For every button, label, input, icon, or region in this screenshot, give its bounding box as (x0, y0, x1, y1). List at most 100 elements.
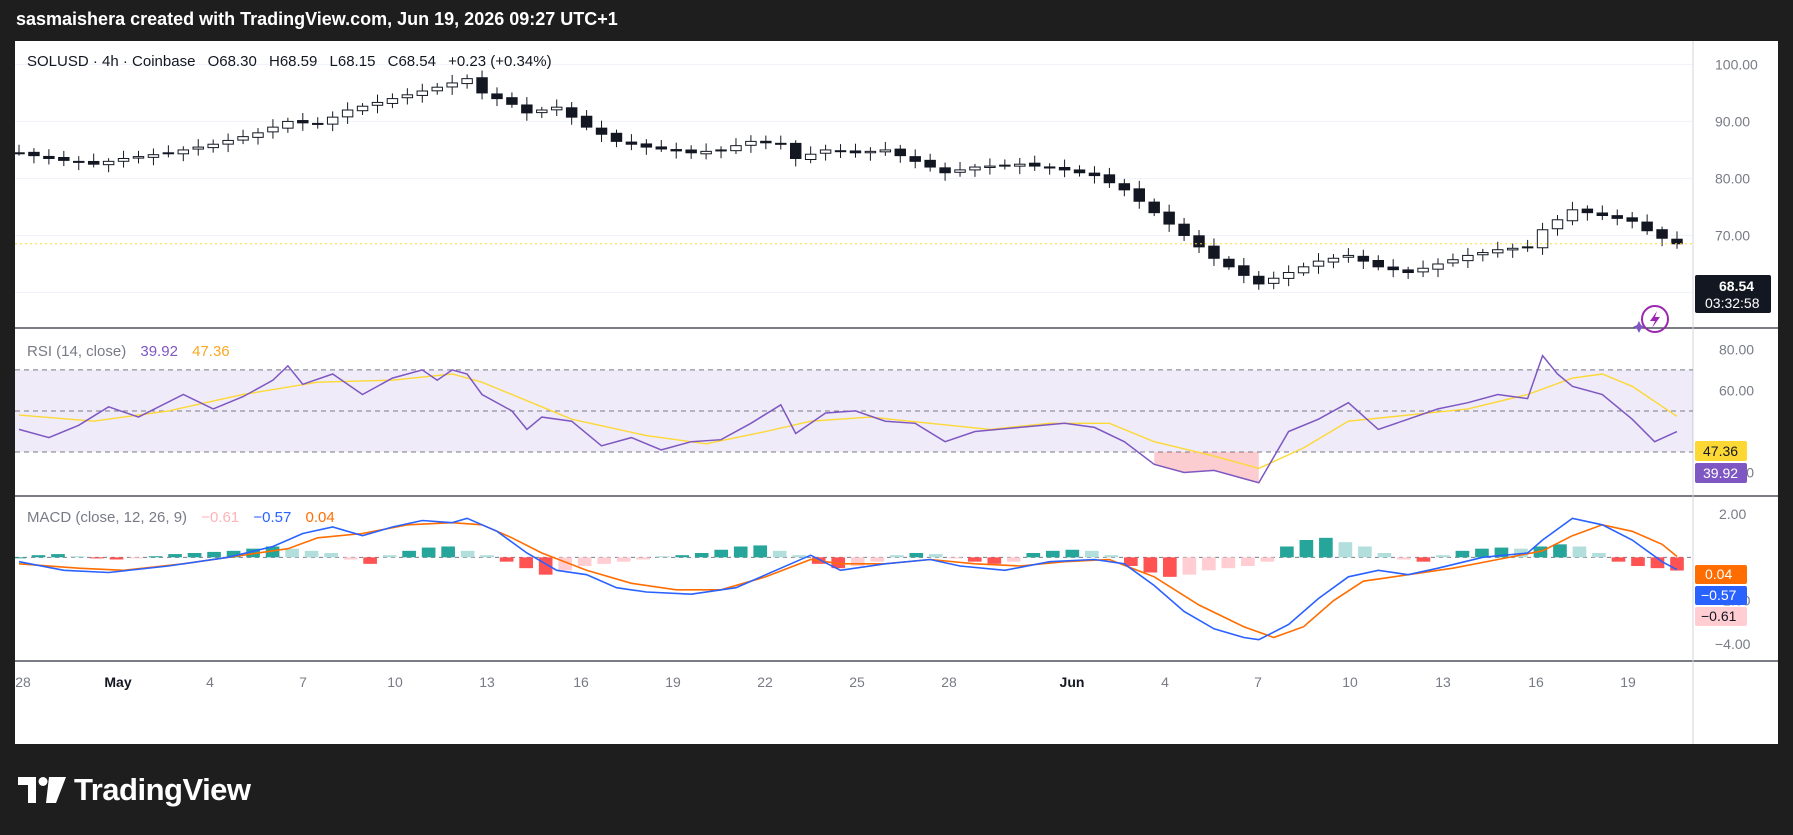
candle-body[interactable] (1148, 201, 1160, 214)
candle-body[interactable] (655, 146, 668, 150)
macd-histogram-bar[interactable] (948, 557, 963, 559)
macd-histogram-bar[interactable] (1377, 553, 1392, 558)
macd-histogram-bar[interactable] (382, 555, 397, 558)
time-tick-label[interactable]: Jun (1060, 674, 1085, 690)
candle-body[interactable] (326, 116, 339, 125)
macd-histogram-bar[interactable] (870, 557, 885, 562)
candle-body[interactable] (73, 160, 85, 163)
candle-body[interactable] (879, 149, 892, 153)
macd-histogram-bar[interactable] (343, 557, 358, 560)
candle-body[interactable] (431, 86, 443, 92)
macd-histogram-bar[interactable] (1338, 542, 1353, 558)
candle-body[interactable] (1372, 260, 1384, 268)
candle-body[interactable] (1432, 263, 1444, 270)
candle-body[interactable] (1656, 229, 1668, 239)
macd-histogram-bar[interactable] (1202, 557, 1216, 571)
candle-body[interactable] (1208, 245, 1220, 259)
macd-histogram-bar[interactable] (168, 554, 182, 558)
candle-body[interactable] (1492, 249, 1504, 254)
time-tick-label[interactable]: 13 (1435, 674, 1451, 690)
candle-body[interactable] (1073, 169, 1086, 174)
candle-body[interactable] (267, 126, 279, 133)
macd-histogram-bar[interactable] (402, 550, 416, 558)
candle-body[interactable] (1312, 260, 1325, 267)
time-axis-labels[interactable]: 28 May 4 7 10 13 16 19 22 25 28 Jun 4 7 10 13 16 19 (15, 674, 1636, 690)
macd-histogram-bar[interactable] (1592, 553, 1606, 558)
rsi-line[interactable] (18, 354, 1678, 484)
macd-histogram-bar[interactable] (1670, 557, 1684, 571)
macd-histogram-bar[interactable] (577, 557, 592, 566)
macd-histogram-bar[interactable] (850, 557, 865, 566)
macd-histogram-bar[interactable] (148, 556, 163, 558)
macd-histogram-bar[interactable] (324, 553, 338, 558)
candlestick-series[interactable] (13, 70, 1683, 290)
candle-body[interactable] (640, 143, 653, 148)
price-tick-label[interactable]: 80.00 (1715, 170, 1750, 186)
macd-histogram-bar[interactable] (714, 549, 729, 558)
last-price-badge[interactable]: 68.54 03:32:58 (1695, 275, 1771, 313)
macd-histogram-bar[interactable] (1026, 553, 1041, 558)
candle-body[interactable] (461, 78, 473, 85)
candle-body[interactable] (222, 139, 234, 145)
time-tick-label[interactable]: 28 (941, 674, 957, 690)
rsi-tick-label[interactable]: 60.00 (1719, 382, 1754, 398)
macd-histogram-bar[interactable] (1436, 555, 1450, 558)
macd-histogram-bar[interactable] (733, 546, 748, 558)
candle-body[interactable] (416, 90, 429, 96)
candle-body[interactable] (1477, 252, 1489, 256)
candle-body[interactable] (1521, 246, 1534, 249)
candle-body[interactable] (13, 152, 25, 155)
macd-histogram-bar[interactable] (109, 557, 124, 560)
candle-body[interactable] (177, 149, 190, 155)
candle-body[interactable] (237, 136, 249, 141)
candle-body[interactable] (1163, 211, 1175, 225)
candle-body[interactable] (804, 153, 817, 161)
candle-body[interactable] (670, 149, 682, 152)
macd-histogram-bar[interactable] (226, 550, 241, 558)
macd-histogram-bar[interactable] (1416, 557, 1431, 562)
candle-body[interactable] (87, 160, 100, 165)
candle-body[interactable] (252, 132, 264, 138)
macd-histogram-bar[interactable] (12, 557, 26, 559)
candle-body[interactable] (1462, 254, 1474, 262)
macd-histogram-bar[interactable] (519, 557, 533, 569)
candle-body[interactable] (1178, 223, 1190, 236)
lightning-icon[interactable] (1633, 305, 1669, 333)
macd-histogram-bar[interactable] (51, 554, 65, 558)
time-tick-label[interactable]: 19 (665, 674, 681, 690)
macd-histogram-bar[interactable] (694, 553, 709, 558)
macd-histogram-bar[interactable] (1182, 557, 1197, 575)
tradingview-logo[interactable]: TradingView (18, 772, 251, 808)
macd-line[interactable] (18, 517, 1678, 641)
candle-body[interactable] (521, 104, 533, 114)
macd-histogram-bar[interactable] (1260, 557, 1275, 562)
candle-body[interactable] (745, 140, 757, 146)
macd-histogram-bar[interactable] (1280, 546, 1294, 558)
candle-body[interactable] (864, 150, 877, 154)
macd-histogram-bar[interactable] (1065, 549, 1080, 558)
candle-body[interactable] (1357, 255, 1370, 262)
macd-histogram-bar[interactable] (460, 550, 475, 558)
candle-body[interactable] (760, 140, 772, 144)
macd-histogram-bar[interactable] (1143, 557, 1158, 573)
candle-body[interactable] (1238, 265, 1250, 276)
macd-tick-label[interactable]: −4.00 (1715, 636, 1751, 652)
candle-body[interactable] (1058, 166, 1071, 171)
candle-body[interactable] (849, 150, 862, 154)
macd-histogram-bar[interactable] (1650, 557, 1665, 569)
candle-body[interactable] (102, 160, 115, 166)
time-tick-label[interactable]: 13 (479, 674, 495, 690)
candle-body[interactable] (341, 109, 354, 118)
time-tick-label[interactable]: 10 (387, 674, 403, 690)
macd-histogram-bar[interactable] (1455, 550, 1470, 558)
candle-body[interactable] (1267, 277, 1280, 284)
candle-body[interactable] (1611, 215, 1623, 219)
candle-body[interactable] (625, 141, 638, 145)
macd-histogram-bar[interactable] (129, 557, 143, 559)
candle-body[interactable] (401, 94, 414, 99)
macd-histogram-bar[interactable] (928, 554, 943, 558)
candle-body[interactable] (984, 165, 996, 168)
